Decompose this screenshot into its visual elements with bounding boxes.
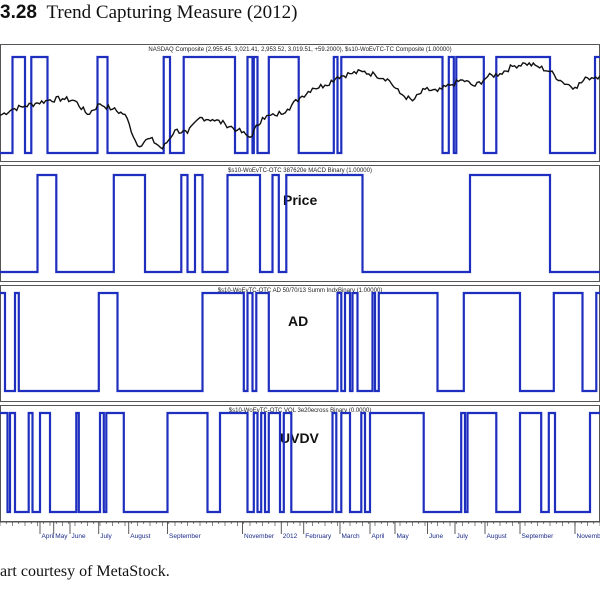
figure-number: 3.28 <box>0 2 37 23</box>
x-tick-label: September <box>169 533 202 540</box>
x-tick-label: July <box>457 533 469 540</box>
panel-frame-1 <box>0 44 600 162</box>
x-tick-label: November <box>577 533 600 540</box>
panel-header-1: NASDAQ Composite (2,955.45, 3,021.41, 2,… <box>148 47 451 53</box>
panel-header-4: $s10-WoEvTC-OTC VOL 3e20ecross Binary (0… <box>229 408 371 414</box>
x-tick-label: April <box>42 533 56 540</box>
x-tick-label: June <box>429 533 443 540</box>
x-tick-label: July <box>100 533 112 540</box>
panel-frame-2 <box>0 165 600 282</box>
x-tick-label: September <box>522 533 555 540</box>
x-tick-label: May <box>55 533 68 540</box>
x-tick-label: February <box>305 533 332 540</box>
x-tick-label: August <box>487 533 507 540</box>
panel-frame-3 <box>0 285 600 402</box>
nasdaq-price-line <box>0 61 600 150</box>
panel-header-2: $s10-WoEvTC-OTC 387620e MACD Binary (1.0… <box>228 168 372 174</box>
figure-credit: art courtesy of MetaStock. <box>0 563 170 580</box>
panel-label-2: Price <box>283 192 317 208</box>
figure-title: 3.28 Trend Capturing Measure (2012) <box>0 2 298 24</box>
x-tick-label: March <box>342 533 360 540</box>
binary-signal-3 <box>0 291 600 393</box>
x-tick-label: 2012 <box>283 533 298 540</box>
x-tick-label: August <box>130 533 150 540</box>
panel-label-3: AD <box>288 313 308 329</box>
panel-frame-4 <box>0 405 600 522</box>
x-tick-label: November <box>244 533 275 540</box>
figure-title-text: Trend Capturing Measure (2012) <box>46 2 298 23</box>
binary-signal-4 <box>0 411 600 514</box>
panel-header-3: $s10-WoEvTC-OTC AD 50/70/13 Summ IndxBin… <box>218 288 383 294</box>
x-tick-label: April <box>372 533 386 540</box>
binary-signal-1 <box>0 55 600 155</box>
binary-signal-2 <box>0 173 600 274</box>
panel-label-4: UVDV <box>280 430 320 446</box>
x-tick-label: June <box>72 533 86 540</box>
x-tick-label: May <box>397 533 410 540</box>
